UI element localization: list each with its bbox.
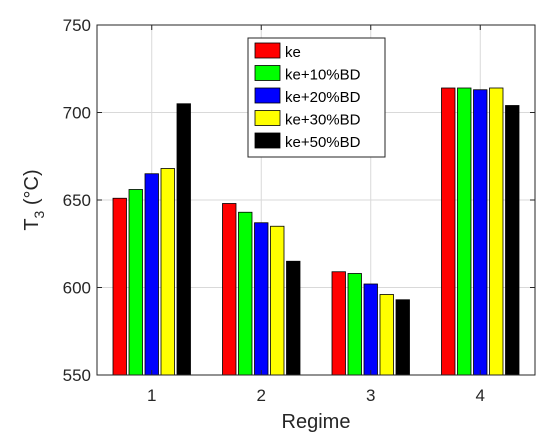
bar-ke-20-bd-regime-1: [144, 173, 159, 376]
bar-ke-regime-1: [112, 197, 127, 376]
bar-ke-30-bd-regime-2: [270, 225, 285, 376]
bar-ke-30-bd-regime-4: [489, 87, 504, 376]
legend-label: ke+50%BD: [285, 134, 361, 151]
y-axis-title-unit: (°C): [21, 169, 43, 210]
legend: ke ke+10%BD ke+20%BD ke+30%BD ke+50%BD: [247, 37, 386, 158]
bar-ke-10-bd-regime-2: [238, 211, 253, 376]
bar-ke-10-bd-regime-4: [457, 87, 472, 376]
y-tick-label: 650: [63, 191, 91, 210]
bar-ke-regime-2: [222, 203, 237, 376]
x-axis-title: Regime: [282, 411, 351, 433]
x-tick-label: 2: [257, 386, 266, 405]
x-tick-label: 1: [147, 386, 156, 405]
y-axis-title-main: T: [21, 218, 43, 230]
legend-label: ke+30%BD: [285, 112, 361, 129]
x-tick-label: 4: [476, 386, 485, 405]
legend-swatch: [254, 87, 281, 104]
legend-label: ke+20%BD: [285, 89, 361, 106]
bar-ke-30-bd-regime-3: [379, 294, 394, 376]
y-axis-title-sub: 3: [31, 210, 47, 218]
bar-ke-20-bd-regime-2: [254, 222, 269, 376]
bars: [112, 87, 520, 376]
svg-text:T3 (°C): T3 (°C): [21, 169, 47, 230]
legend-label: ke+10%BD: [285, 67, 361, 84]
bar-ke-10-bd-regime-1: [128, 189, 143, 376]
y-tick-label: 550: [63, 366, 91, 385]
legend-swatch: [254, 110, 281, 126]
bar-ke-regime-3: [331, 271, 346, 376]
legend-label: ke: [285, 44, 301, 61]
y-tick-label: 750: [63, 16, 91, 35]
x-tick-label: 3: [366, 386, 375, 405]
bar-ke-50-bd-regime-2: [286, 260, 301, 376]
bar-ke-50-bd-regime-3: [395, 299, 410, 376]
bar-ke-30-bd-regime-1: [160, 168, 175, 376]
y-tick-label: 700: [63, 104, 91, 123]
y-axis-title: T3 (°C): [21, 169, 47, 230]
y-tick-label: 600: [63, 279, 91, 298]
legend-swatch: [254, 65, 281, 81]
bar-ke-regime-4: [441, 87, 456, 376]
bar-ke-50-bd-regime-4: [505, 105, 520, 376]
legend-swatch: [254, 132, 281, 149]
bar-ke-10-bd-regime-3: [347, 273, 362, 376]
bar-ke-20-bd-regime-3: [363, 283, 378, 376]
y-axis-ticks: 550 600 650 700 750: [63, 16, 535, 385]
bar-ke-20-bd-regime-4: [473, 89, 488, 376]
bar-ke-50-bd-regime-1: [176, 103, 191, 376]
x-axis-ticks: 1 2 3 4: [147, 25, 485, 405]
legend-swatch: [254, 42, 281, 59]
